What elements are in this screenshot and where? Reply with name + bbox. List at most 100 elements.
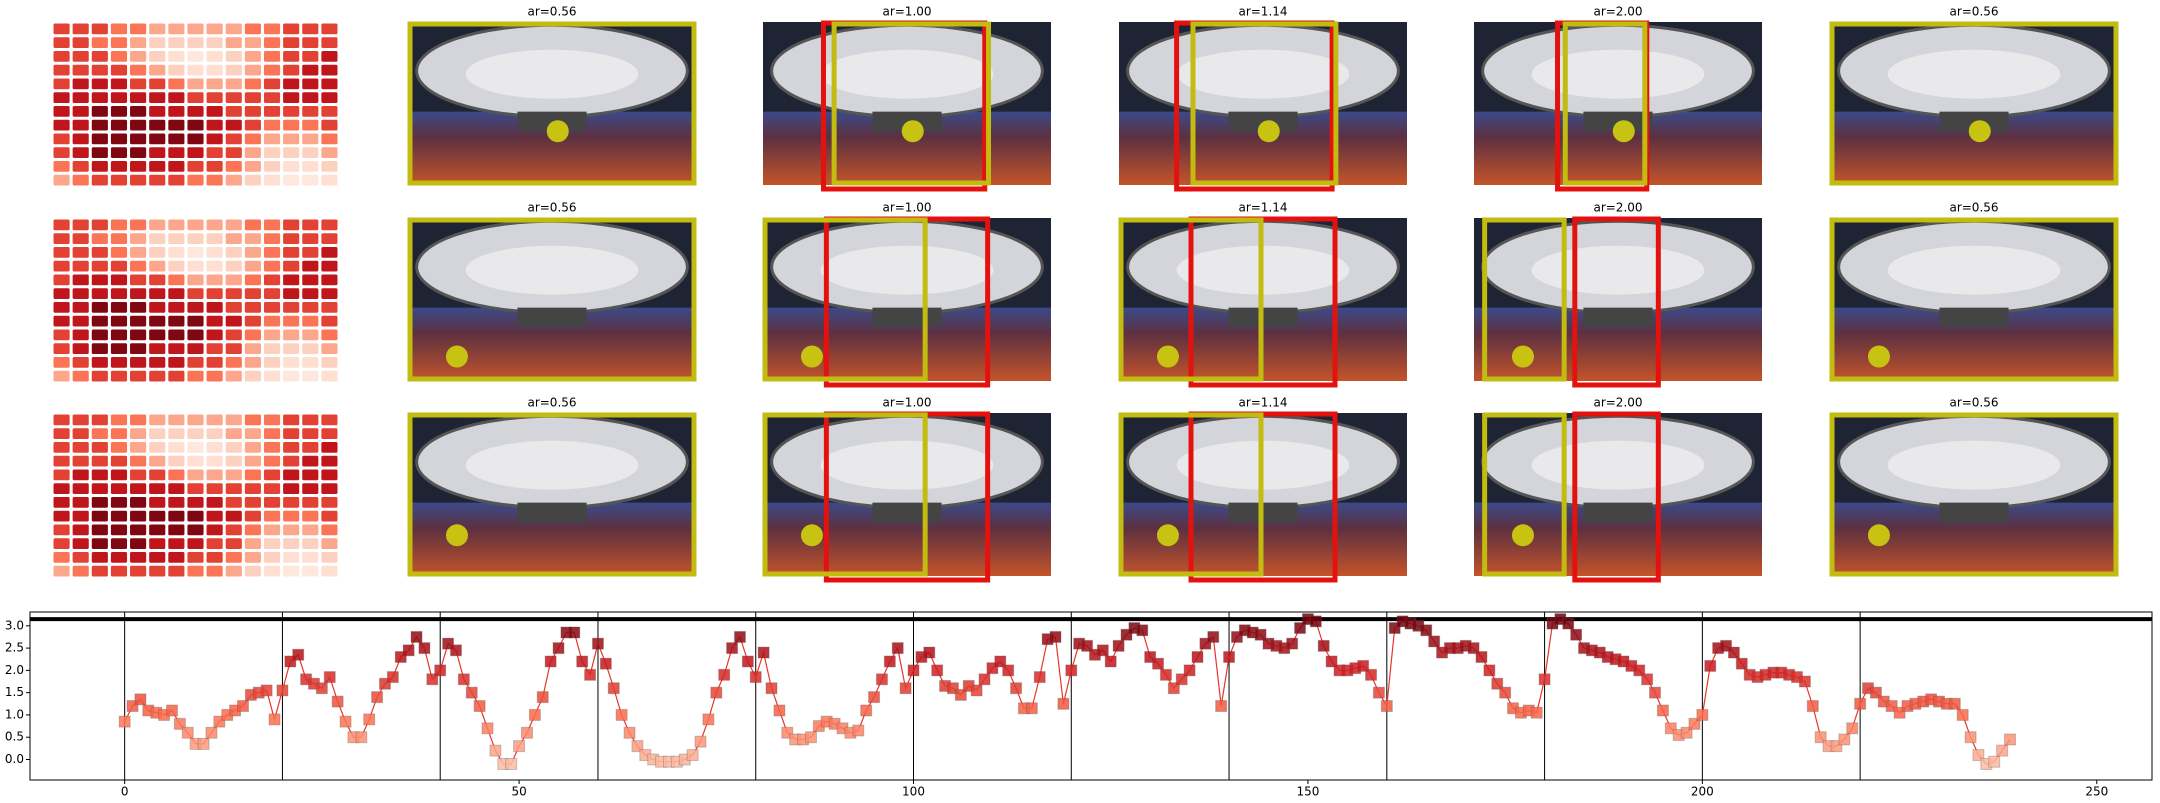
heatmap-cell xyxy=(263,497,281,508)
heatmap-cell xyxy=(283,370,300,382)
heatmap-cell xyxy=(110,469,128,481)
heatmap-cell xyxy=(225,247,242,258)
heatmap-cell xyxy=(187,37,204,48)
heatmap-cell xyxy=(206,483,223,494)
marker xyxy=(1475,651,1488,664)
red-box xyxy=(1572,411,1661,583)
marker xyxy=(1230,630,1243,643)
heatmap-cell xyxy=(321,133,338,145)
marker xyxy=(1191,651,1204,664)
heatmap-cell xyxy=(225,92,242,103)
heatmap-cell xyxy=(168,119,185,131)
photo xyxy=(1474,413,1762,576)
heatmap-cell xyxy=(244,23,261,35)
heatmap-cell xyxy=(91,78,108,90)
heatmap-cell xyxy=(283,64,300,76)
marker xyxy=(773,704,786,717)
photo-roof-center xyxy=(820,440,994,490)
heatmap-cell xyxy=(130,497,147,508)
heatmap-cell xyxy=(321,23,338,35)
heatmap-cell xyxy=(187,329,204,341)
heatmap-cell xyxy=(321,552,338,563)
marker xyxy=(623,726,636,739)
heatmap-cell xyxy=(168,428,185,439)
heatmap-cell xyxy=(225,119,242,131)
heatmap-cell xyxy=(168,51,185,62)
heatmap-cell xyxy=(130,51,147,62)
y-tick-label: 0.0 xyxy=(5,752,24,766)
heatmap-cell xyxy=(110,133,128,145)
heatmap-cell xyxy=(72,161,89,172)
heatmap-cell xyxy=(91,428,108,439)
marker xyxy=(1183,664,1196,677)
heatmap-cell xyxy=(321,565,338,577)
heatmap-cell xyxy=(91,64,108,76)
heatmap-cell xyxy=(110,302,128,313)
heatmap-cell xyxy=(225,524,242,536)
marker xyxy=(591,637,604,650)
marker xyxy=(1144,651,1157,664)
heatmap-cell xyxy=(283,469,300,481)
heatmap-cell xyxy=(187,414,204,426)
heatmap-cell xyxy=(206,64,223,76)
heatmap-cell xyxy=(302,315,319,327)
focus-point xyxy=(1511,345,1534,368)
heatmap-cell xyxy=(225,37,242,48)
marker xyxy=(426,673,439,686)
heatmap-cell xyxy=(263,64,281,76)
marker xyxy=(2004,733,2017,746)
marker xyxy=(1562,617,1575,630)
photo-roof-center xyxy=(1531,440,1705,490)
heatmap-cell xyxy=(168,329,185,341)
heatmap-cell xyxy=(302,455,319,467)
heatmap-cell xyxy=(244,274,261,286)
heatmap-cell xyxy=(168,442,185,453)
marker xyxy=(292,648,305,661)
y-tick-label: 0.5 xyxy=(5,730,24,744)
heatmap-cell xyxy=(187,497,204,508)
marker xyxy=(860,704,873,717)
heatmap-cell xyxy=(187,315,204,327)
photo-stage xyxy=(1939,502,2009,523)
heatmap-cell xyxy=(53,315,70,327)
x-tick-label: 50 xyxy=(511,785,526,799)
panel-title: ar=1.00 xyxy=(882,201,931,215)
heatmap-cell xyxy=(91,174,108,186)
heatmap-cell xyxy=(110,357,128,368)
marker xyxy=(236,700,249,713)
heatmap-cell xyxy=(321,343,338,354)
photo xyxy=(1830,413,2118,576)
x-tick-label: 0 xyxy=(121,785,129,799)
heatmap-cell xyxy=(168,302,185,313)
heatmap-cell xyxy=(206,510,223,522)
marker xyxy=(584,668,597,681)
heatmap-cell xyxy=(110,329,128,341)
heatmap-cell xyxy=(206,174,223,186)
heatmap-cell xyxy=(244,414,261,426)
marker xyxy=(473,700,486,713)
heatmap-cell xyxy=(130,455,147,467)
heatmap-cell xyxy=(321,315,338,327)
heatmap-cell xyxy=(149,119,166,131)
heatmap-cell xyxy=(72,442,89,453)
heatmap-cell xyxy=(263,233,281,244)
heatmap-cell xyxy=(187,260,204,272)
heatmap-cell xyxy=(149,233,166,244)
heatmap-cell xyxy=(110,219,128,231)
heatmap-cell xyxy=(302,469,319,481)
heatmap-cell xyxy=(149,247,166,258)
photo xyxy=(408,218,696,381)
yellow-box xyxy=(762,412,928,577)
marker xyxy=(1964,731,1977,744)
heatmap-cell xyxy=(225,274,242,286)
heatmap-cell xyxy=(321,174,338,186)
heatmap-cell xyxy=(321,147,338,158)
heatmap-cell xyxy=(321,455,338,467)
heatmap-cell xyxy=(110,565,128,577)
heatmap-cell xyxy=(72,233,89,244)
heatmap-cell xyxy=(53,92,70,103)
heatmap-cell xyxy=(91,260,108,272)
marker xyxy=(1357,659,1370,672)
heatmap-cell xyxy=(187,538,204,549)
